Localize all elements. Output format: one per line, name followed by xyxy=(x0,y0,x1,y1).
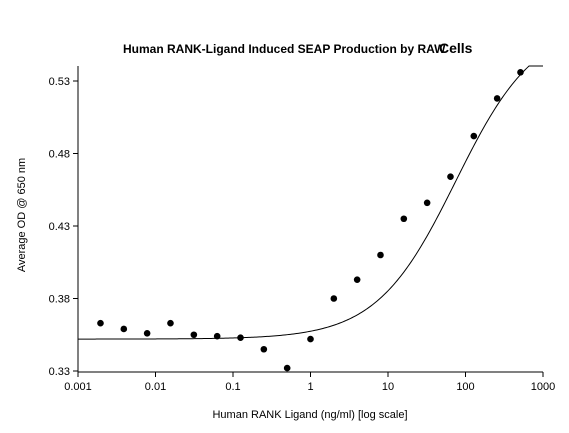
y-tick-label: 0.33 xyxy=(49,366,70,378)
data-point xyxy=(377,251,384,259)
x-tick-label: 0.01 xyxy=(145,381,166,393)
data-point xyxy=(423,199,431,207)
x-tick-label: 0.1 xyxy=(225,381,240,393)
fit-curve-layer xyxy=(78,65,543,340)
x-axis-label: Human RANK Ligand (ng/ml) [log scale] xyxy=(212,409,407,421)
data-point xyxy=(237,334,244,341)
data-point xyxy=(330,295,338,302)
data-point xyxy=(190,331,198,339)
y-tick-label: 0.48 xyxy=(49,149,70,161)
x-ticks: 0.001 0.01 0.1 1 10 100 1000 xyxy=(64,372,555,393)
data-point xyxy=(120,325,128,333)
data-point xyxy=(517,69,524,76)
data-point xyxy=(97,319,104,327)
data-point xyxy=(400,215,408,223)
y-ticks: 0.33 0.38 0.43 0.48 0.53 xyxy=(49,76,78,378)
y-tick-label: 0.53 xyxy=(49,76,70,88)
x-tick-label: 0.001 xyxy=(64,381,92,393)
x-tick-label: 1000 xyxy=(531,381,555,393)
chart-title: Human RANK-Ligand Induced SEAP Productio… xyxy=(123,42,446,56)
data-point xyxy=(307,335,314,343)
x-tick-label: 100 xyxy=(456,381,474,393)
data-point xyxy=(283,364,291,372)
x-tick-label: 1 xyxy=(307,381,313,393)
data-point xyxy=(167,319,174,327)
data-point xyxy=(213,332,221,340)
data-point xyxy=(353,276,361,283)
data-point xyxy=(493,95,501,102)
data-point xyxy=(470,132,478,140)
y-axis-label: Average OD @ 650 nm xyxy=(16,158,28,272)
x-tick-label: 10 xyxy=(382,381,394,393)
fit-curve xyxy=(78,65,543,340)
y-tick-label: 0.38 xyxy=(49,294,70,306)
data-point xyxy=(143,330,151,337)
data-point xyxy=(260,345,268,353)
data-point xyxy=(447,173,454,180)
chart-title-suffix: Cells xyxy=(439,40,473,56)
y-tick-label: 0.43 xyxy=(49,221,70,233)
data-points xyxy=(97,69,524,372)
